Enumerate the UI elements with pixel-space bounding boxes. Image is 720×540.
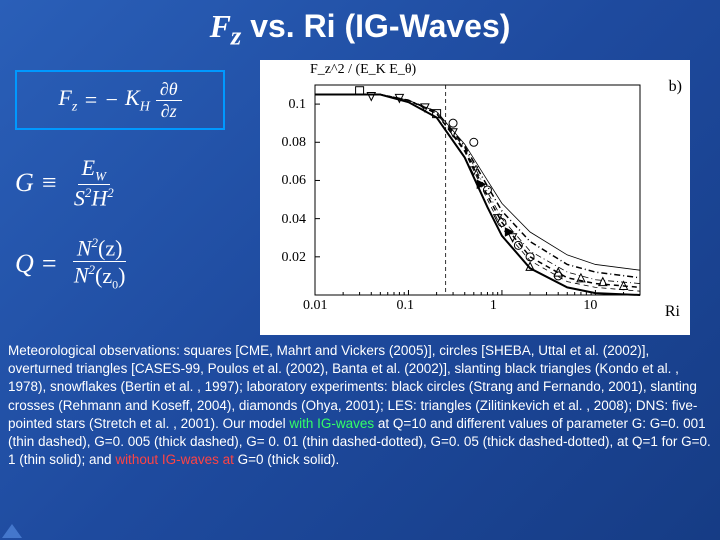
caption-text: Meteorological observations: squares [CM… xyxy=(8,342,712,470)
ytick-label: 0.08 xyxy=(282,135,307,151)
xtick-label: 10 xyxy=(583,298,597,314)
ytick-label: 0.02 xyxy=(282,250,307,266)
ytick-label: 0.06 xyxy=(282,173,307,189)
xtick-label: 1 xyxy=(490,298,497,314)
chart-svg xyxy=(310,80,645,310)
chart-x-label: Ri xyxy=(665,303,680,321)
page-title: Fz vs. Ri (IG-Waves) xyxy=(0,0,720,51)
equation-g: G ≡ EW S2H2 xyxy=(15,155,118,212)
chart-panel-label: b) xyxy=(669,78,682,96)
chart-y-title: F_z^2 / (E_K E_θ) xyxy=(310,62,416,78)
xtick-label: 0.1 xyxy=(396,298,414,314)
ytick-label: 0.04 xyxy=(282,212,307,228)
decoration-triangle-icon xyxy=(2,524,22,538)
chart-panel: F_z^2 / (E_K E_θ) b) Ri 0.02 0.04 0.06 0.08… xyxy=(260,60,690,335)
equation-q: Q = N2(z) N2(z0) xyxy=(15,235,129,292)
ytick-label: 0.1 xyxy=(289,97,307,113)
xtick-label: 0.01 xyxy=(303,298,328,314)
equation-fz: Fz = − KH ∂θ ∂z xyxy=(15,70,225,130)
